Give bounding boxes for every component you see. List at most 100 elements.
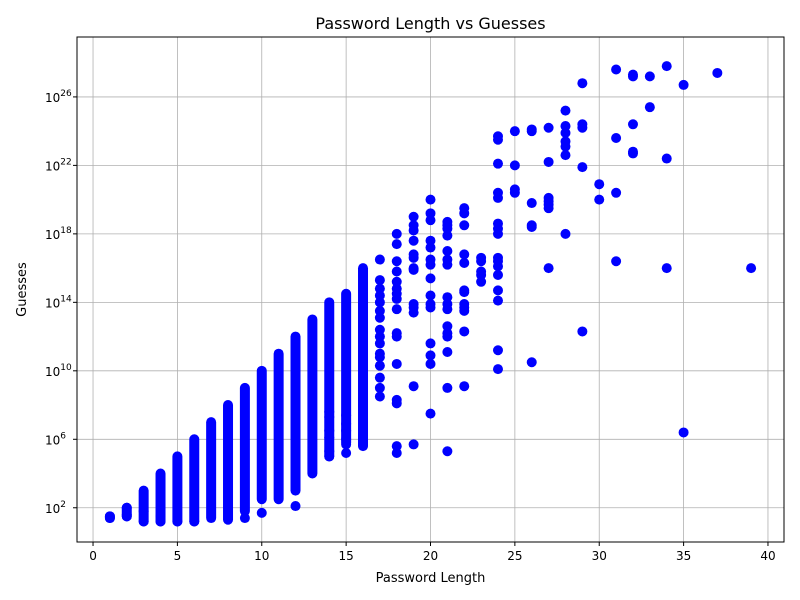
data-point xyxy=(408,299,419,310)
data-point xyxy=(256,507,267,518)
data-point xyxy=(459,220,470,231)
grid xyxy=(77,37,784,542)
data-point xyxy=(476,252,487,263)
x-tick-label: 15 xyxy=(338,549,353,563)
data-point xyxy=(492,131,503,142)
data-point xyxy=(425,273,436,284)
data-point xyxy=(442,216,453,227)
data-point xyxy=(611,133,622,143)
data-point xyxy=(391,447,402,458)
data-point xyxy=(661,61,672,72)
data-point xyxy=(492,285,503,296)
data-point xyxy=(104,511,115,522)
data-point xyxy=(661,263,672,274)
x-axis-label: Password Length xyxy=(376,571,486,586)
chart-title: Password Length vs Guesses xyxy=(315,14,545,33)
data-point xyxy=(374,372,385,383)
data-point xyxy=(391,328,402,339)
data-point xyxy=(408,249,419,260)
data-point xyxy=(678,427,689,438)
data-point xyxy=(560,121,571,132)
data-point xyxy=(627,119,638,130)
data-point xyxy=(391,228,402,239)
data-point xyxy=(560,127,571,138)
data-point xyxy=(155,511,166,522)
data-point xyxy=(341,425,352,436)
data-point xyxy=(577,119,588,130)
data-point xyxy=(374,360,385,371)
data-point xyxy=(425,194,436,205)
data-point xyxy=(391,358,402,369)
data-point xyxy=(459,285,470,296)
data-point xyxy=(425,208,436,219)
data-point xyxy=(492,269,503,280)
data-point xyxy=(627,69,638,80)
data-point xyxy=(391,276,402,287)
data-point xyxy=(526,198,537,209)
data-point xyxy=(492,187,503,198)
data-point xyxy=(374,391,385,402)
data-point xyxy=(358,430,369,441)
x-tick-label: 30 xyxy=(592,549,607,563)
data-point xyxy=(594,194,605,205)
data-point xyxy=(594,179,605,190)
data-point xyxy=(661,153,672,164)
data-point xyxy=(374,305,385,316)
data-point xyxy=(712,67,723,78)
data-point xyxy=(644,71,655,82)
data-point xyxy=(560,150,571,161)
data-point xyxy=(577,162,588,173)
data-point xyxy=(543,122,554,133)
data-point xyxy=(678,79,689,90)
data-point xyxy=(543,192,554,203)
data-point xyxy=(374,290,385,301)
data-point xyxy=(408,235,419,246)
data-point xyxy=(459,203,470,214)
data-markers xyxy=(104,61,757,527)
data-point xyxy=(324,446,335,457)
data-point xyxy=(138,506,149,517)
data-point xyxy=(408,220,419,231)
data-point xyxy=(476,276,487,287)
data-point xyxy=(425,242,436,253)
data-point xyxy=(341,434,352,445)
data-point xyxy=(492,295,503,306)
data-point xyxy=(408,381,419,392)
data-point xyxy=(425,215,436,226)
data-point xyxy=(543,156,554,167)
data-point xyxy=(121,502,132,513)
data-point xyxy=(425,350,436,361)
data-point xyxy=(560,136,571,147)
data-point xyxy=(374,331,385,342)
data-point xyxy=(577,78,588,89)
data-point xyxy=(492,345,503,356)
data-point xyxy=(459,299,470,310)
data-point xyxy=(577,326,588,337)
data-point xyxy=(341,418,352,429)
data-point xyxy=(425,290,436,301)
data-point xyxy=(526,220,537,231)
x-tick-label: 10 xyxy=(254,549,269,563)
data-point xyxy=(391,394,402,405)
x-tick-label: 0 xyxy=(89,549,97,563)
x-tick-label: 35 xyxy=(676,549,691,563)
data-point xyxy=(442,299,453,310)
data-point xyxy=(391,256,402,267)
data-point xyxy=(425,254,436,265)
data-point xyxy=(425,338,436,349)
data-point xyxy=(324,425,335,436)
data-point xyxy=(627,146,638,157)
data-point xyxy=(611,256,622,267)
data-point xyxy=(324,432,335,443)
data-point xyxy=(644,102,655,113)
data-point xyxy=(560,228,571,239)
data-point xyxy=(121,509,132,520)
data-point xyxy=(374,324,385,335)
data-point xyxy=(172,516,183,527)
data-point xyxy=(442,254,453,265)
data-point xyxy=(526,124,537,135)
data-point xyxy=(391,283,402,294)
data-point xyxy=(442,328,453,339)
data-point xyxy=(408,211,419,222)
